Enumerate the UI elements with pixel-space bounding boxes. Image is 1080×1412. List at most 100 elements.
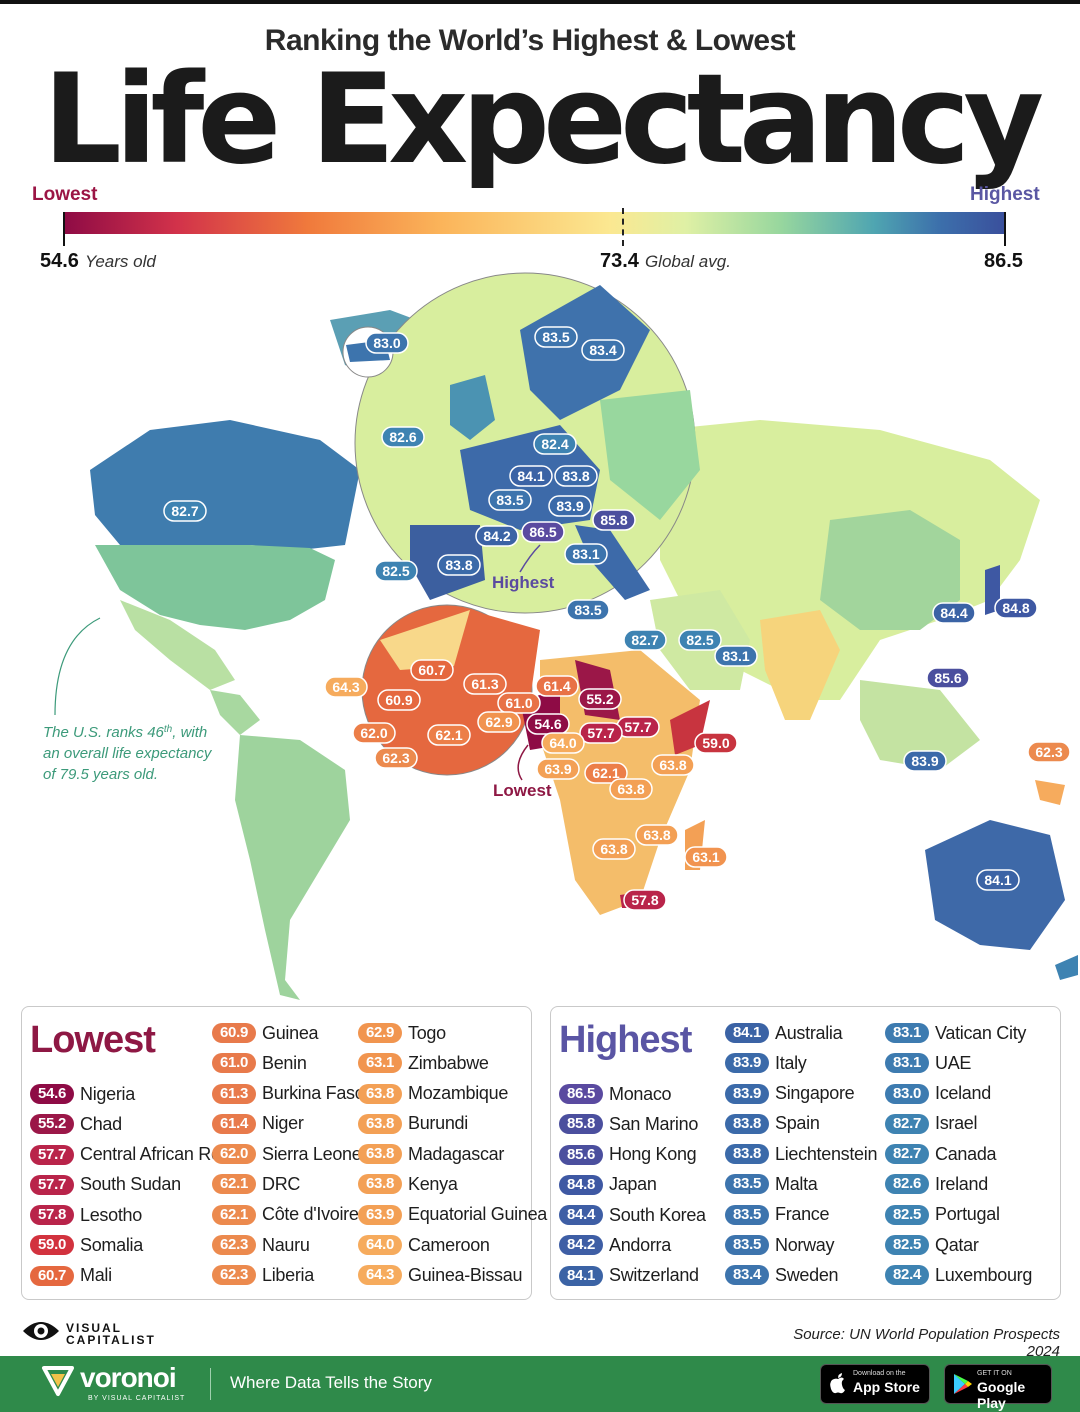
- map-label-text: 85.6: [934, 670, 961, 686]
- map-label-pill: [584, 762, 628, 784]
- map-value-label: 57.7: [579, 722, 623, 744]
- map-value-label: 63.1: [684, 846, 728, 868]
- value-pill: 59.0: [30, 1235, 74, 1256]
- country-name: Japan: [609, 1174, 657, 1195]
- map-label-text: 57.8: [631, 892, 658, 908]
- list-item: 64.0 Cameroon: [358, 1232, 547, 1258]
- list-item: 61.4 Niger: [212, 1111, 364, 1137]
- value-pill: 57.8: [30, 1205, 74, 1226]
- list-item: 83.1 Vatican City: [885, 1020, 1032, 1046]
- map-label-text: 84.1: [984, 872, 1011, 888]
- map-value-label: 83.9: [903, 750, 947, 772]
- map-label-pill: [623, 629, 667, 651]
- map-value-label: 82.7: [623, 629, 667, 651]
- map-label-pill: [581, 339, 625, 361]
- google-play-button[interactable]: GET IT ON Google Play: [944, 1364, 1052, 1411]
- map-label-text: 82.6: [389, 429, 416, 445]
- map-label-pill: [536, 758, 580, 780]
- map-label-text: 63.8: [617, 781, 644, 797]
- map-label-pill: [694, 732, 738, 754]
- list-item: 63.8 Kenya: [358, 1171, 547, 1197]
- list-item: 63.8 Burundi: [358, 1111, 547, 1137]
- map-value-label: 57.8: [623, 889, 667, 911]
- map-label-text: 63.1: [692, 849, 719, 865]
- lowest-panel: Lowest 54.6 Nigeria 55.2 Chad 57.7 Central Af…: [21, 1006, 547, 1300]
- highest-column-1: 86.5 Monaco 85.8 San Marino 85.6 Hong Kong 84.…: [559, 1081, 706, 1293]
- map-value-label: 61.4: [535, 675, 579, 697]
- lowest-column-2: 60.9 Guinea 61.0 Benin 61.3 Burkina Faso 61.4 N…: [212, 1020, 365, 1293]
- value-pill: 62.9: [358, 1023, 402, 1043]
- country-name: Togo: [408, 1022, 446, 1043]
- map-label-pill: [475, 525, 519, 547]
- map-label-text: 83.5: [496, 492, 523, 508]
- top-border: [0, 0, 1080, 4]
- value-pill: 62.1: [212, 1174, 256, 1195]
- country-name: San Marino: [609, 1113, 699, 1134]
- map-label-text: 82.5: [382, 563, 409, 579]
- highest-column-2: 84.1 Australia 83.9 Italy 83.9 Singapore 83.8 S…: [725, 1020, 877, 1293]
- highest-column-3: 83.1 Vatican City 83.1 UAE 83.0 Iceland 82.7 Is…: [885, 1020, 1032, 1293]
- map-label-text: 83.5: [574, 602, 601, 618]
- map-label-pill: [352, 722, 396, 744]
- map-value-label: 83.5: [488, 489, 532, 511]
- country-name: Ireland: [935, 1173, 988, 1194]
- country-name: DRC: [262, 1173, 301, 1194]
- map-value-label: 84.1: [976, 869, 1020, 891]
- list-item: 82.7 Canada: [885, 1141, 1032, 1167]
- map-label-text: 62.1: [592, 765, 619, 781]
- country-name: Central African Rep: [80, 1144, 231, 1165]
- scale-tick-min: [63, 212, 65, 246]
- list-item: 62.3 Nauru: [212, 1232, 364, 1258]
- value-pill: 63.8: [358, 1113, 402, 1134]
- country-name: Equatorial Guinea: [408, 1204, 547, 1225]
- map-label-pill: [521, 521, 565, 543]
- map-label-text: 82.5: [686, 632, 713, 648]
- map-label-pill: [437, 554, 481, 576]
- map-label-text: 83.4: [589, 342, 616, 358]
- country-name: Burundi: [408, 1113, 468, 1134]
- map-label-pill: [609, 778, 653, 800]
- voronoi-wordmark: voronoi: [80, 1362, 177, 1393]
- highest-callout: Highest: [492, 573, 555, 592]
- list-item: 82.4 Luxembourg: [885, 1262, 1032, 1288]
- value-pill: 84.2: [559, 1235, 603, 1256]
- scale-avg-marker: [622, 208, 624, 246]
- map-label-pill: [678, 629, 722, 651]
- value-pill: 83.1: [885, 1023, 929, 1043]
- value-pill: 63.8: [358, 1083, 402, 1104]
- map-label-text: 83.8: [562, 468, 589, 484]
- lowest-arrow-icon: [517, 744, 529, 781]
- map-value-label: 83.5: [534, 326, 578, 348]
- list-item: 57.7 South Sudan: [30, 1172, 230, 1198]
- map-value-label: 63.9: [536, 758, 580, 780]
- map-label-text: 59.0: [702, 735, 729, 751]
- app-store-caption: Download on the: [853, 1370, 906, 1377]
- value-pill: 83.8: [725, 1144, 769, 1165]
- map-label-text: 63.8: [643, 827, 670, 843]
- list-item: 86.5 Monaco: [559, 1081, 706, 1107]
- png-shape: [1035, 780, 1065, 805]
- list-item: 54.6 Nigeria: [30, 1081, 230, 1107]
- value-pill: 82.4: [885, 1265, 929, 1286]
- value-pill: 61.4: [212, 1113, 256, 1134]
- usa-shape: [95, 545, 335, 630]
- map-label-pill: [564, 543, 608, 565]
- map-label-text: 63.8: [659, 757, 686, 773]
- list-item: 84.1 Australia: [725, 1020, 877, 1046]
- map-label-pill: [463, 673, 507, 695]
- value-pill: 83.9: [725, 1083, 769, 1104]
- list-item: 61.0 Benin: [212, 1050, 364, 1076]
- list-item: 63.8 Mozambique: [358, 1081, 547, 1107]
- list-item: 82.5 Qatar: [885, 1232, 1032, 1258]
- map-value-label: 61.3: [463, 673, 507, 695]
- app-store-button[interactable]: Download on the App Store: [820, 1364, 930, 1404]
- new-zealand-shape: [1055, 955, 1078, 980]
- visual-capitalist-wordmark: VISUAL CAPITALIST: [66, 1321, 156, 1347]
- list-item: 82.7 Israel: [885, 1111, 1032, 1137]
- value-pill: 63.1: [358, 1053, 402, 1074]
- map-label-pill: [623, 889, 667, 911]
- map-value-label: 64.0: [541, 732, 585, 754]
- country-name: Canada: [935, 1143, 997, 1164]
- value-pill: 83.5: [725, 1204, 769, 1225]
- map-label-text: 57.7: [587, 725, 614, 741]
